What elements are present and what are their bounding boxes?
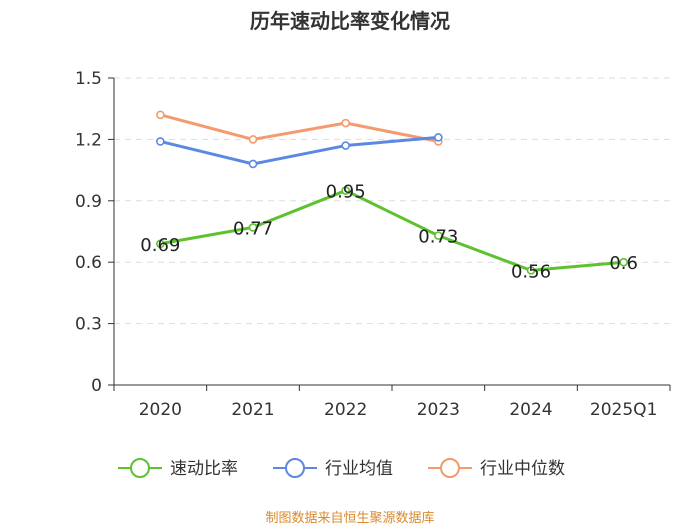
legend-label: 行业中位数 — [480, 459, 565, 479]
data-point — [156, 137, 165, 146]
series-layer — [156, 110, 628, 275]
data-point — [156, 110, 165, 120]
y-tick-label: 0.3 — [75, 315, 102, 335]
data-labels: 0.69 0.77 0.95 0.73 0.56 0.6 — [140, 182, 638, 283]
y-tick-label: 0.6 — [75, 253, 102, 273]
legend-label: 行业均值 — [325, 459, 393, 479]
data-point — [619, 257, 628, 267]
data-label: 0.6 — [609, 253, 638, 274]
legend-marker — [130, 458, 150, 478]
axes: 0 0.3 0.6 0.9 1.2 1.5 2020 2021 2022 2023 2024 2025… — [75, 69, 671, 420]
data-point — [248, 159, 258, 169]
legend-marker — [285, 458, 305, 478]
data-label: 0.95 — [326, 182, 366, 203]
x-tick-label: 2023 — [417, 400, 460, 420]
y-tick-label: 0.9 — [75, 192, 102, 212]
x-tick-label: 2020 — [139, 400, 182, 420]
data-label: 0.69 — [140, 235, 180, 256]
legend-label: 速动比率 — [170, 459, 238, 479]
x-tick-label: 2024 — [509, 400, 552, 420]
y-tick-label: 0 — [91, 376, 102, 396]
grid — [114, 77, 670, 325]
data-label: 0.77 — [233, 218, 273, 239]
data-label: 0.73 — [418, 227, 458, 248]
y-tick-label: 1.2 — [75, 130, 102, 150]
series-line — [159, 135, 439, 166]
series-line — [159, 113, 439, 143]
chart-title: 历年速动比率变化情况 — [250, 9, 450, 33]
data-point — [434, 231, 443, 240]
legend: 速动比率 行业均值 行业中位数 — [118, 458, 565, 479]
data-point — [434, 133, 443, 142]
series-line — [160, 189, 624, 272]
data-point — [341, 141, 350, 150]
legend-marker — [440, 458, 460, 478]
source-note: 制图数据来自恒生聚源数据库 — [265, 510, 434, 525]
data-point — [156, 239, 165, 249]
data-point — [341, 118, 350, 128]
data-point — [248, 135, 258, 144]
x-tick-label: 2022 — [324, 400, 367, 420]
data-point — [248, 223, 258, 232]
x-tick-label: 2021 — [231, 400, 274, 420]
data-point — [341, 186, 350, 195]
data-point — [526, 266, 536, 275]
data-label: 0.56 — [511, 261, 551, 282]
y-tick-label: 1.5 — [75, 69, 102, 89]
x-tick-label: 2025Q1 — [590, 400, 657, 420]
